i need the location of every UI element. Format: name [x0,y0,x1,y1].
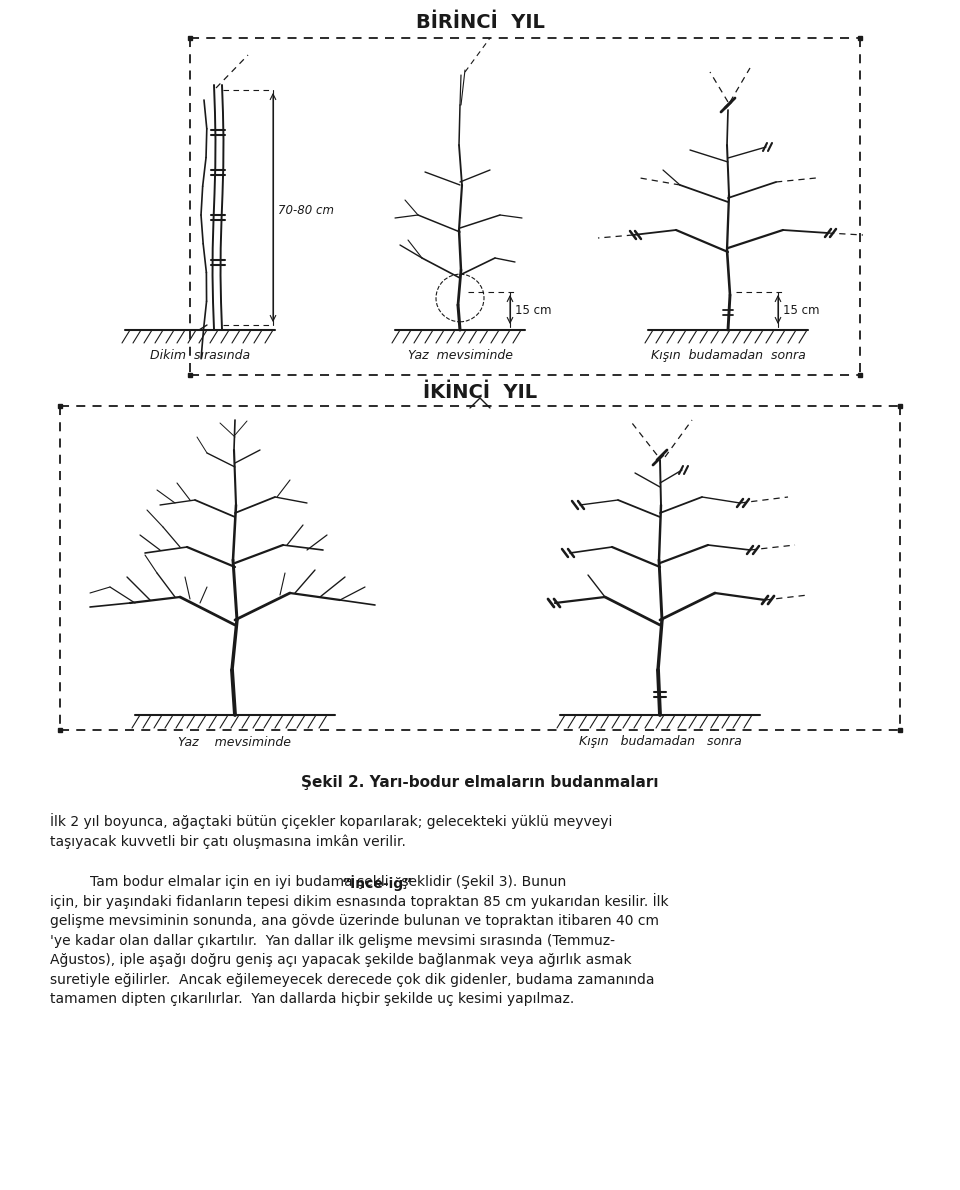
Text: Şekil 2. Yarı-bodur elmaların budanmaları: Şekil 2. Yarı-bodur elmaların budanmalar… [301,775,659,790]
Text: “İnce-iğ”: “İnce-iğ” [342,875,413,891]
Text: için, bir yaşındaki fidanların tepesi dikim esnasında topraktan 85 cm yukarıdan : için, bir yaşındaki fidanların tepesi di… [50,892,668,1007]
Text: Tam bodur elmalar için en iyi budama şekli: Tam bodur elmalar için en iyi budama şek… [90,875,393,889]
Text: 15 cm: 15 cm [515,303,551,317]
Text: Kışın   budamadan   sonra: Kışın budamadan sonra [579,735,741,749]
Text: 70-80 cm: 70-80 cm [278,203,334,217]
Text: Dikim  sırasında: Dikim sırasında [150,349,250,362]
Text: 15 cm: 15 cm [783,303,820,317]
Text: İlk 2 yıl boyunca, ağaçtaki bütün çiçekler koparılarak; gelecekteki yüklü meyvey: İlk 2 yıl boyunca, ağaçtaki bütün çiçekl… [50,813,612,850]
Text: Kışın  budamadan  sonra: Kışın budamadan sonra [651,349,805,362]
Text: Yaz  mevsiminde: Yaz mevsiminde [407,349,513,362]
Text: Yaz    mevsiminde: Yaz mevsiminde [179,735,292,749]
Text: BİRİNCİ  YIL: BİRİNCİ YIL [416,13,544,31]
Text: şeklidir (Şekil 3). Bunun: şeklidir (Şekil 3). Bunun [396,875,566,889]
Text: İKİNCİ  YIL: İKİNCİ YIL [423,383,537,402]
